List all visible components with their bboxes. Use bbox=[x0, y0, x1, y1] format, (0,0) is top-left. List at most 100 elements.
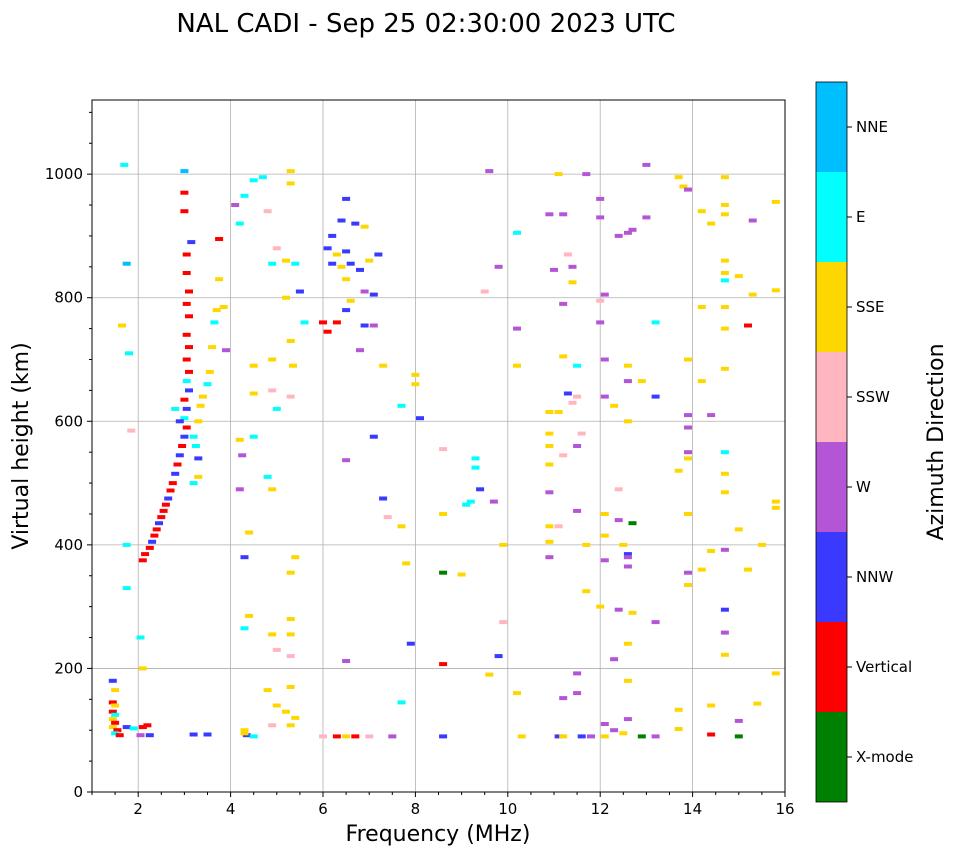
data-point bbox=[300, 320, 309, 325]
data-point bbox=[707, 703, 716, 708]
data-point bbox=[182, 271, 191, 275]
data-point bbox=[554, 734, 563, 739]
data-point bbox=[164, 496, 173, 501]
data-point bbox=[182, 357, 191, 362]
data-point bbox=[642, 215, 651, 220]
data-point bbox=[272, 647, 281, 652]
data-point bbox=[111, 720, 120, 725]
data-point bbox=[402, 561, 411, 566]
data-point bbox=[651, 394, 660, 399]
data-point bbox=[600, 558, 609, 563]
data-point bbox=[720, 203, 729, 207]
data-point bbox=[596, 604, 605, 609]
data-point bbox=[563, 391, 572, 396]
data-point bbox=[332, 320, 341, 325]
data-point bbox=[286, 632, 295, 637]
data-point bbox=[457, 572, 466, 577]
data-point bbox=[623, 555, 632, 560]
data-point bbox=[180, 434, 189, 439]
data-point bbox=[439, 734, 448, 739]
data-point bbox=[235, 221, 244, 226]
data-point bbox=[573, 508, 582, 513]
data-point bbox=[342, 734, 351, 739]
data-point bbox=[545, 212, 554, 217]
data-point bbox=[286, 723, 295, 728]
data-point bbox=[499, 620, 508, 625]
data-point bbox=[122, 586, 131, 591]
data-point bbox=[513, 691, 521, 696]
data-point bbox=[263, 209, 272, 214]
data-point bbox=[697, 379, 706, 384]
colorbar-segment bbox=[816, 442, 847, 532]
colorbar-tick-label: SSE bbox=[856, 298, 885, 316]
data-point bbox=[577, 431, 586, 436]
data-point bbox=[684, 583, 692, 587]
data-point bbox=[205, 369, 214, 374]
data-point bbox=[222, 348, 230, 353]
data-point bbox=[411, 382, 420, 387]
data-point bbox=[369, 434, 378, 439]
data-point bbox=[194, 419, 203, 424]
data-point bbox=[559, 301, 568, 306]
data-point bbox=[185, 388, 193, 393]
data-point bbox=[185, 314, 193, 319]
data-point bbox=[674, 468, 683, 473]
data-point bbox=[148, 539, 157, 544]
data-point bbox=[550, 267, 558, 272]
data-point bbox=[240, 728, 249, 733]
data-point bbox=[215, 277, 224, 282]
colorbar-tick-label: NNE bbox=[856, 118, 888, 136]
data-point bbox=[145, 733, 154, 738]
data-point bbox=[439, 570, 448, 575]
x-tick-label: 12 bbox=[591, 800, 610, 818]
data-point bbox=[180, 209, 189, 214]
data-point bbox=[238, 453, 247, 458]
data-point bbox=[554, 172, 563, 177]
x-tick-label: 8 bbox=[411, 800, 421, 818]
data-point bbox=[268, 261, 277, 266]
data-point bbox=[651, 734, 660, 739]
data-point bbox=[118, 323, 126, 328]
data-point bbox=[323, 329, 332, 334]
data-point bbox=[210, 320, 219, 325]
data-point bbox=[136, 733, 145, 738]
data-point bbox=[346, 261, 355, 266]
data-point bbox=[707, 221, 716, 226]
data-point bbox=[125, 351, 133, 356]
data-point bbox=[161, 502, 170, 507]
data-point bbox=[568, 400, 577, 405]
data-point bbox=[623, 552, 632, 557]
data-point bbox=[771, 288, 780, 293]
data-point bbox=[720, 175, 729, 180]
data-point bbox=[111, 712, 120, 717]
data-point bbox=[171, 406, 180, 411]
data-point bbox=[249, 178, 258, 183]
data-point bbox=[545, 490, 554, 495]
data-point bbox=[180, 397, 189, 402]
data-point bbox=[282, 295, 290, 300]
data-point bbox=[194, 456, 203, 461]
data-point bbox=[108, 709, 117, 714]
data-point bbox=[614, 233, 623, 238]
data-point bbox=[554, 410, 563, 414]
data-point bbox=[286, 181, 295, 186]
data-point bbox=[113, 728, 122, 733]
data-point bbox=[623, 564, 632, 569]
data-point bbox=[628, 610, 637, 615]
data-point bbox=[697, 305, 706, 309]
colorbar-segment bbox=[816, 622, 847, 712]
y-tick-label: 0 bbox=[73, 783, 83, 801]
data-point bbox=[185, 289, 193, 294]
data-point bbox=[600, 533, 609, 538]
data-point bbox=[600, 722, 609, 726]
data-point bbox=[559, 696, 568, 701]
data-point bbox=[182, 425, 191, 430]
data-point bbox=[494, 264, 503, 269]
data-point bbox=[744, 323, 752, 328]
colorbar-segment bbox=[816, 352, 847, 442]
data-point bbox=[111, 688, 120, 693]
data-point bbox=[623, 379, 632, 384]
data-point bbox=[108, 678, 117, 683]
data-point bbox=[319, 734, 327, 739]
data-point bbox=[559, 453, 568, 458]
